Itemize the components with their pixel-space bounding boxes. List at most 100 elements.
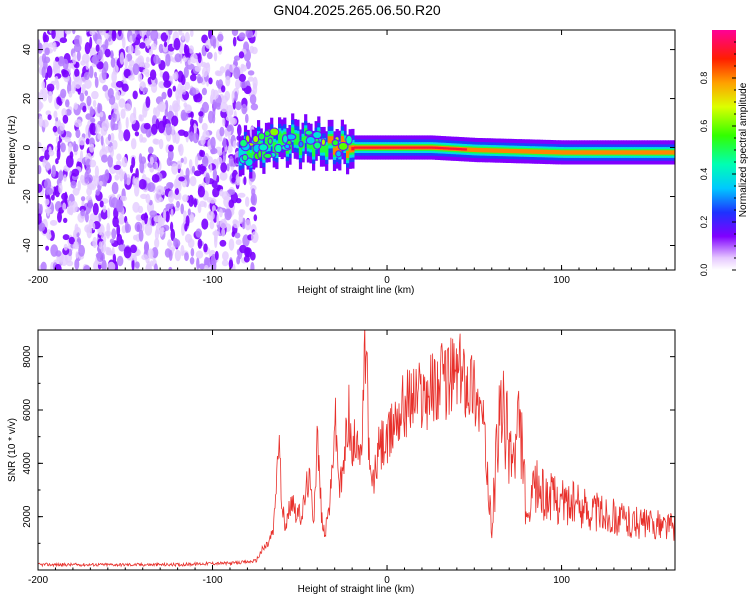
noise-cell (74, 61, 80, 69)
noise-cell (38, 183, 43, 193)
noise-cell (57, 30, 65, 40)
noise-cell (153, 54, 160, 65)
colorbar-tick-label: 0.2 (699, 216, 709, 229)
noise-cell (155, 118, 160, 130)
noise-cell (83, 72, 90, 80)
noise-cell (125, 116, 129, 129)
ridge-cell (571, 150, 575, 155)
noise-cell (213, 101, 218, 110)
noise-cell (58, 56, 65, 64)
ridge-cell (325, 145, 329, 157)
ridge-cell (597, 150, 601, 155)
noise-cell (224, 130, 228, 138)
noise-cell (98, 30, 107, 36)
ridge-cell (636, 150, 640, 155)
noise-cell (52, 125, 58, 133)
noise-cell (144, 223, 153, 236)
noise-cell (154, 228, 159, 241)
noise-cell (199, 200, 206, 207)
noise-cell (172, 85, 176, 92)
noise-cell (85, 138, 90, 145)
noise-cell (79, 35, 83, 46)
noise-cell (183, 131, 189, 138)
noise-cell (238, 51, 245, 59)
noise-cell (47, 114, 52, 121)
noise-cell (101, 154, 108, 163)
ridge-cell (471, 147, 475, 152)
ridge-cell (319, 141, 324, 153)
noise-cell (64, 136, 71, 143)
noise-cell (119, 168, 124, 182)
noise-cell (73, 241, 79, 248)
y-tick-label: 2000 (22, 505, 33, 528)
noise-cell (207, 110, 214, 124)
noise-cell (190, 215, 194, 221)
x-tick-label: 100 (553, 275, 570, 286)
noise-cell (123, 246, 132, 259)
noise-cell (158, 197, 164, 203)
noise-cell (86, 195, 92, 202)
noise-cell (54, 263, 62, 270)
noise-cell (241, 103, 248, 115)
noise-cell (194, 92, 203, 103)
noise-cell (170, 221, 174, 232)
noise-cell (123, 68, 131, 79)
ridge-cell (312, 145, 316, 157)
noise-cell (54, 76, 59, 83)
noise-cell (60, 88, 67, 99)
noise-cell (249, 206, 256, 212)
noise-cell (44, 198, 50, 206)
ridge-cell (649, 150, 653, 155)
noise-cell (45, 110, 52, 116)
noise-cell (164, 248, 171, 258)
noise-cell (55, 56, 60, 62)
noise-cell (146, 30, 151, 37)
noise-cell (187, 59, 192, 66)
ridge-cell (492, 148, 496, 153)
ridge-blob (241, 154, 249, 162)
noise-cell (100, 208, 109, 220)
noise-cell (228, 155, 234, 167)
noise-cell (195, 228, 202, 238)
noise-cell (180, 74, 186, 86)
noise-cell (51, 165, 57, 178)
noise-cell (225, 75, 231, 87)
noise-cell (99, 226, 103, 235)
noise-cell (73, 43, 82, 53)
noise-cell (133, 234, 138, 241)
noise-cell (149, 69, 157, 81)
noise-cell (94, 174, 100, 187)
colorbar-tick-label: 0.6 (699, 120, 709, 133)
noise-cell (189, 176, 197, 187)
noise-cell (134, 261, 140, 269)
noise-cell (52, 63, 59, 73)
noise-cell (174, 132, 180, 145)
noise-cell (226, 163, 230, 172)
noise-cell (47, 91, 53, 104)
noise-cell (211, 180, 218, 189)
noise-cell (158, 138, 164, 150)
noise-cell (239, 80, 248, 89)
noise-cell (109, 145, 114, 158)
noise-cell (58, 182, 63, 194)
ridge-cell (610, 150, 614, 155)
ridge-cell (639, 150, 643, 155)
noise-cell (190, 53, 198, 64)
noise-cell (147, 182, 156, 193)
noise-cell (99, 180, 103, 186)
noise-cell (94, 76, 99, 89)
noise-cell (251, 46, 258, 55)
ridge-cell (628, 150, 632, 155)
noise-cell (110, 132, 115, 143)
noise-cell (120, 239, 124, 245)
noise-cell (245, 196, 250, 208)
noise-cell (210, 136, 216, 150)
noise-cell (121, 83, 129, 92)
noise-cell (62, 58, 69, 71)
ridge-blob (257, 149, 263, 159)
noise-cell (44, 47, 50, 56)
noise-cell (238, 213, 244, 225)
noise-cell (167, 149, 174, 162)
noise-cell (152, 163, 157, 170)
noise-cell (132, 176, 136, 187)
